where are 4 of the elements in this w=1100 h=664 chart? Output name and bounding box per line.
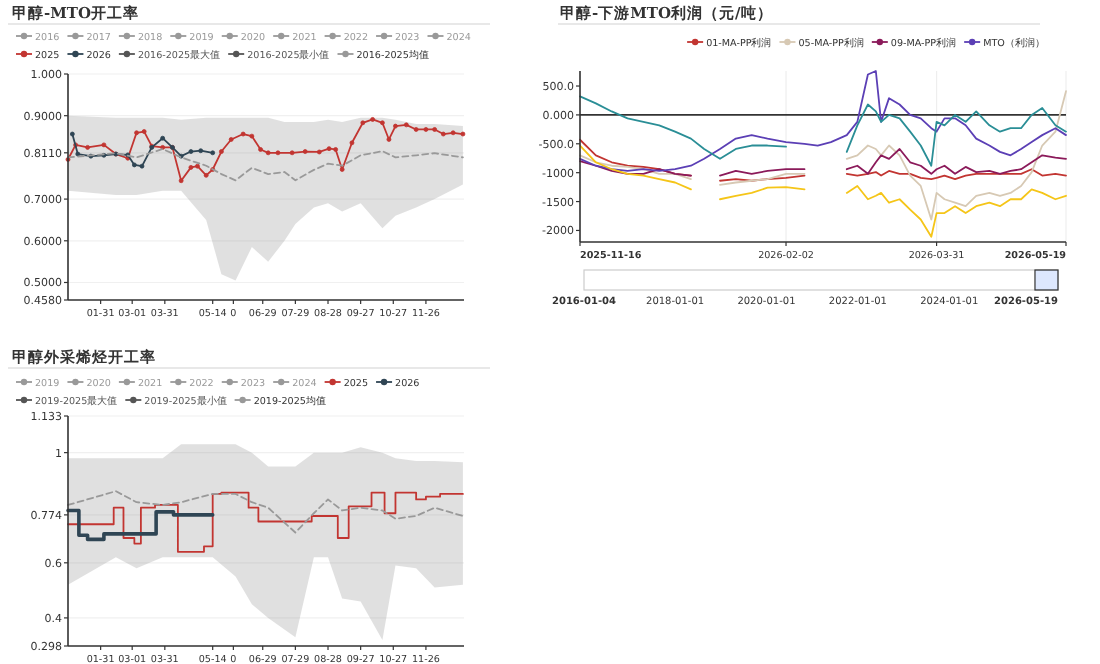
line-series <box>67 490 464 534</box>
line-series <box>65 117 466 184</box>
line-series <box>579 70 1067 172</box>
line-series <box>69 131 216 169</box>
